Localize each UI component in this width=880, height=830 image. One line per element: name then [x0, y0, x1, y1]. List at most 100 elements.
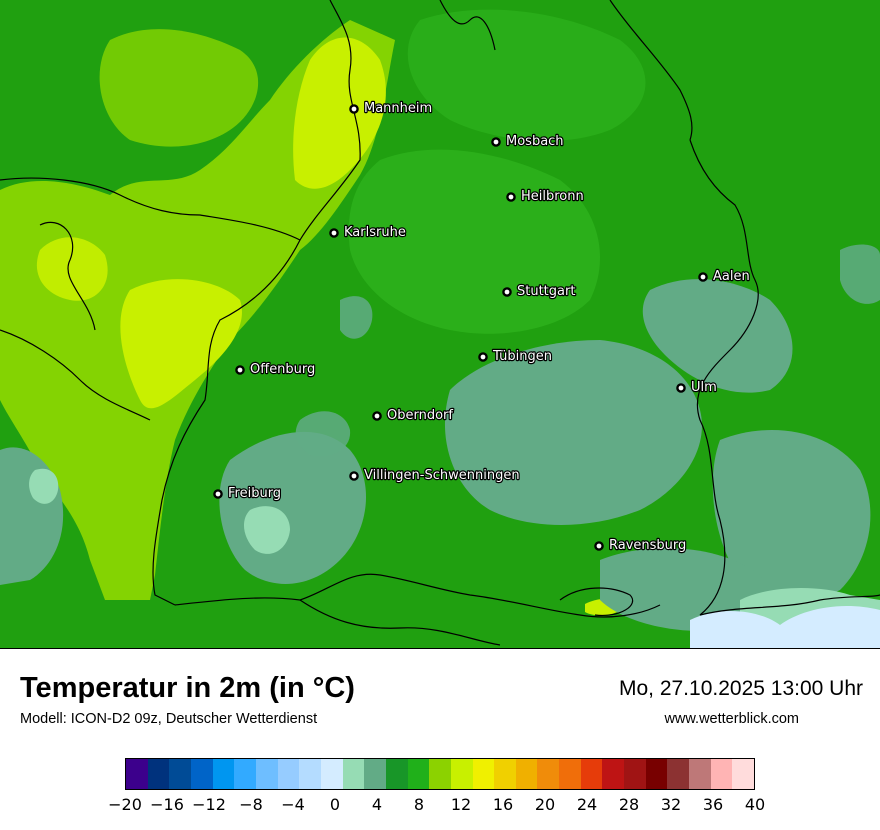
- border-rhine-france: [152, 0, 361, 606]
- border-lake-constance: [559, 587, 633, 617]
- legend-tick-label: 12: [450, 795, 472, 814]
- city-marker[interactable]: Tübingen: [478, 348, 553, 365]
- city-marker[interactable]: Freiburg: [213, 485, 282, 502]
- legend-swatch: [580, 759, 603, 789]
- legend-swatch: [667, 759, 690, 789]
- legend-swatch: [126, 759, 148, 789]
- city-label: Oberndorf: [387, 408, 453, 423]
- city-label: Mannheim: [364, 101, 432, 116]
- legend-swatch: [255, 759, 278, 789]
- city-marker[interactable]: Oberndorf: [372, 407, 455, 424]
- legend-swatch: [277, 759, 300, 789]
- city-marker[interactable]: Mosbach: [491, 133, 565, 150]
- city-label: Stuttgart: [517, 284, 575, 299]
- city-label: Ulm: [691, 380, 717, 395]
- border-austria: [699, 594, 880, 616]
- yellow-green-area-rhine: [293, 37, 386, 189]
- legend-swatch: [234, 759, 256, 789]
- temperature-map[interactable]: Mannheim Mosbach Heilbronn Karlsruhe Stuttga…: [0, 0, 880, 649]
- city-dot: [213, 489, 223, 499]
- border-palatinate: [39, 221, 96, 331]
- border-bavaria: [689, 139, 759, 616]
- mid-green-area-central: [348, 149, 600, 334]
- city-label: Tübingen: [492, 349, 552, 364]
- legend-swatch: [407, 759, 430, 789]
- legend-swatch: [472, 759, 495, 789]
- city-dot: [349, 471, 359, 481]
- legend-swatch: [342, 759, 365, 789]
- map-title: Temperatur in 2m (in °C): [20, 672, 355, 704]
- legend-swatch: [732, 759, 755, 789]
- legend-tick-label: 4: [371, 795, 383, 814]
- city-label: Karlsruhe: [344, 225, 406, 240]
- grey-green-area-alb: [444, 340, 702, 525]
- legend-swatch: [190, 759, 213, 789]
- city-label: Offenburg: [250, 362, 315, 377]
- mint-area-blackforest: [243, 506, 290, 554]
- city-label: Aalen: [713, 269, 750, 284]
- border-swiss-inner: [299, 599, 501, 646]
- legend-tick-label: 16: [492, 795, 514, 814]
- legend-swatch: [364, 759, 386, 789]
- city-marker[interactable]: Mannheim: [349, 100, 433, 117]
- border-bavaria-north: [609, 0, 693, 141]
- city-dot: [502, 287, 512, 297]
- legend-tick-label: 24: [576, 795, 598, 814]
- legend-tick-label: −4: [281, 795, 305, 814]
- legend-tick-label: −8: [239, 795, 263, 814]
- website-link[interactable]: www.wetterblick.com: [664, 711, 799, 727]
- city-label: Freiburg: [228, 486, 281, 501]
- city-marker[interactable]: Heilbronn: [506, 188, 585, 205]
- borders: [0, 0, 880, 646]
- legend-swatch: [515, 759, 538, 789]
- legend-tick-label: 28: [618, 795, 640, 814]
- legend-swatch: [429, 759, 451, 789]
- legend-swatch: [645, 759, 668, 789]
- border-hesse: [439, 0, 496, 51]
- temperature-field: [0, 9, 880, 648]
- light-green-area-north: [99, 29, 259, 147]
- city-markers: Mannheim Mosbach Heilbronn Karlsruhe Stuttga…: [213, 100, 751, 554]
- city-dot: [594, 541, 604, 551]
- city-dot: [698, 272, 708, 282]
- city-dot: [372, 411, 382, 421]
- city-marker[interactable]: Villingen-Schwenningen: [349, 467, 521, 484]
- city-marker[interactable]: Stuttgart: [502, 283, 577, 300]
- mid-green-area-north: [407, 9, 646, 141]
- legend-swatch: [494, 759, 516, 789]
- city-marker[interactable]: Karlsruhe: [329, 224, 407, 241]
- legend-tick-label: −12: [192, 795, 226, 814]
- legend-tick-label: 8: [413, 795, 425, 814]
- grey-green-area-east: [642, 279, 793, 393]
- yellow-green-area-south: [120, 279, 242, 409]
- grey-green-area-central: [340, 296, 373, 339]
- legend-tick-label: 20: [534, 795, 556, 814]
- legend-tick-label: 32: [660, 795, 682, 814]
- city-dot: [349, 104, 359, 114]
- city-dot: [329, 228, 339, 238]
- color-scale-ticks: −20 −16 −12 −8 −4 0 4 8 12 16 20 24 28 32 36 40: [0, 795, 880, 819]
- city-marker[interactable]: Ravensburg: [594, 537, 687, 554]
- legend-tick-label: −20: [108, 795, 142, 814]
- legend-swatch: [450, 759, 473, 789]
- legend-swatch: [299, 759, 321, 789]
- legend-swatch: [559, 759, 581, 789]
- legend-swatch: [169, 759, 191, 789]
- color-scale-legend: [125, 758, 755, 790]
- city-marker[interactable]: Offenburg: [235, 361, 316, 378]
- city-label: Mosbach: [506, 134, 564, 149]
- legend-swatch: [212, 759, 235, 789]
- city-marker[interactable]: Ulm: [676, 379, 718, 396]
- border-france-inner: [0, 329, 151, 421]
- city-label: Villingen-Schwenningen: [364, 468, 520, 483]
- legend-tick-label: 40: [744, 795, 766, 814]
- legend-swatch: [147, 759, 170, 789]
- forecast-datetime: Mo, 27.10.2025 13:00 Uhr: [618, 677, 863, 700]
- city-dot: [491, 137, 501, 147]
- legend-swatch: [710, 759, 733, 789]
- city-marker[interactable]: Aalen: [698, 268, 751, 285]
- model-info: Modell: ICON-D2 09z, Deutscher Wetterdie…: [20, 711, 318, 727]
- pale-blue-area-alps: [690, 605, 880, 648]
- legend-tick-label: 36: [702, 795, 724, 814]
- city-label: Heilbronn: [521, 189, 584, 204]
